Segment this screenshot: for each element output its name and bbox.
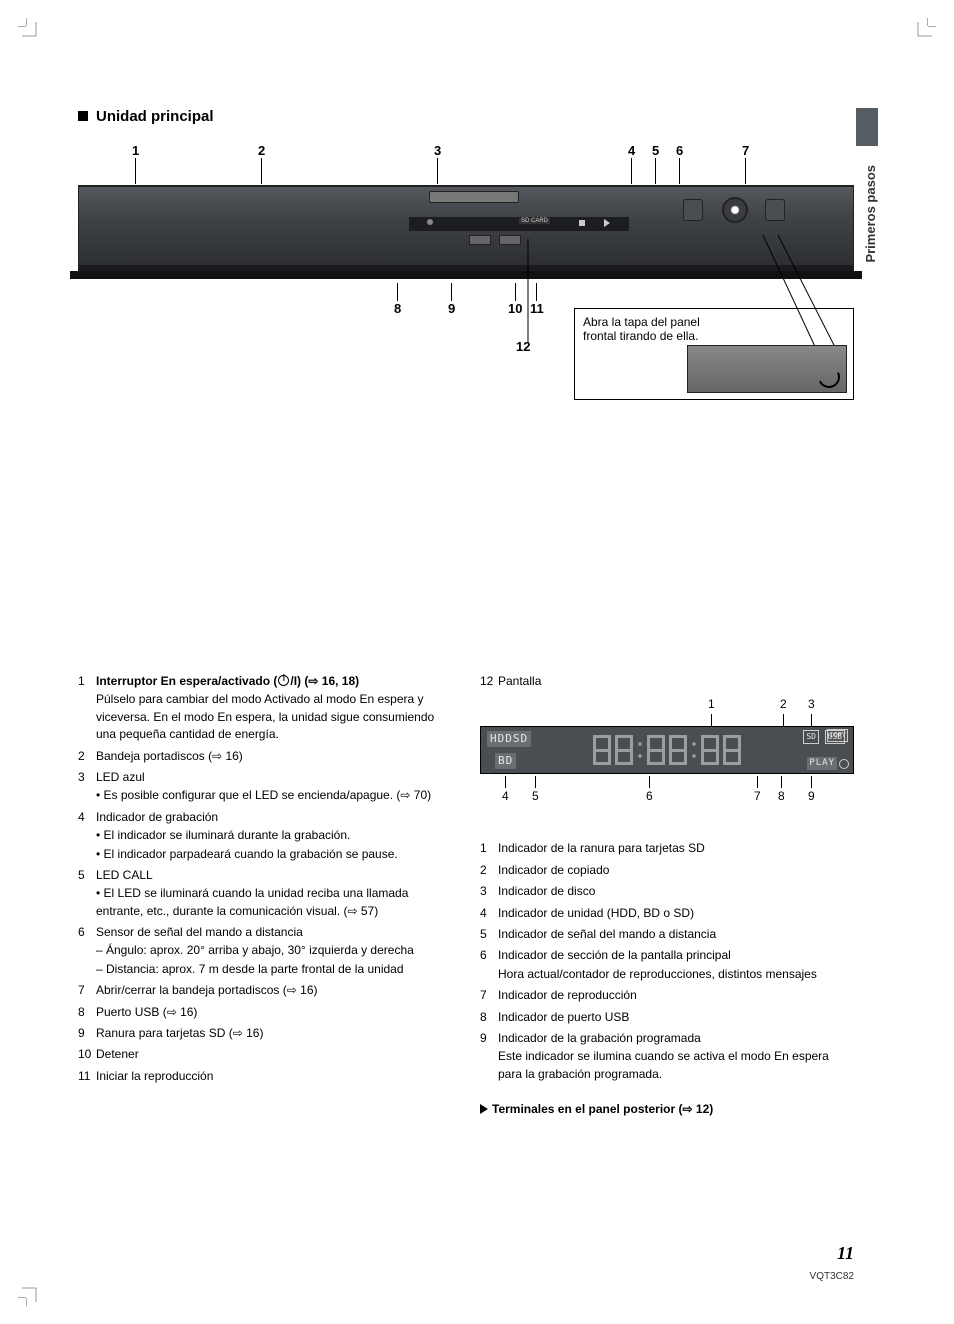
display-callout-top: 1 xyxy=(708,696,715,729)
unit-list-item: 5LED CALL• El LED se iluminará cuando la… xyxy=(78,867,452,920)
unit-list-item: 8Puerto USB (⇨ 16) xyxy=(78,1004,452,1021)
display-callout-bottom: 5 xyxy=(532,776,539,805)
display-heading: 12Pantalla xyxy=(480,673,854,690)
unit-list-item: 9Ranura para tarjetas SD (⇨ 16) xyxy=(78,1025,452,1042)
usb-indicator: USB xyxy=(825,730,845,744)
unit-list-item: 6Sensor de señal del mando a distancia– … xyxy=(78,924,452,978)
display-list-item: 3Indicador de disco xyxy=(480,883,854,900)
display-callout-bottom: 6 xyxy=(646,776,653,805)
unit-callout-bottom: 8 xyxy=(394,283,401,316)
timer-indicator-icon xyxy=(839,759,849,769)
display-callout-top: 2 xyxy=(780,696,787,729)
unit-list-sub: – Ángulo: aprox. 20° arriba y abajo, 30°… xyxy=(96,942,452,959)
unit-list-item: 1Interruptor En espera/activado (/I) (⇨ … xyxy=(78,673,452,744)
display-list-item: 7Indicador de reproducción xyxy=(480,987,854,1004)
seven-segment xyxy=(551,733,783,767)
unit-list-sub: • El indicador parpadeará cuando la grab… xyxy=(96,846,452,863)
unit-base xyxy=(70,271,862,279)
unit-list-sub: – Distancia: aprox. 7 m desde la parte f… xyxy=(96,961,452,978)
unit-callout-top: 1 xyxy=(132,143,139,184)
unit-callout-bottom: 10 xyxy=(508,283,522,316)
bd-indicator: BD xyxy=(495,753,516,769)
display-callout-top: 3 xyxy=(808,696,815,729)
unit-list-item: 3LED azul• Es posible configurar que el … xyxy=(78,769,452,805)
section-title: Unidad principal xyxy=(78,108,854,125)
display-list-item: 2Indicador de copiado xyxy=(480,862,854,879)
section-title-text: Unidad principal xyxy=(96,108,214,125)
unit-list-sub: Púlselo para cambiar del modo Activado a… xyxy=(96,691,452,743)
section-marker xyxy=(856,108,878,146)
play-indicator: PLAY xyxy=(807,757,837,770)
disc-tray-icon xyxy=(429,191,519,203)
unit-callout-top: 6 xyxy=(676,143,683,184)
unit-list-sub: • Es posible configurar que el LED se en… xyxy=(96,787,452,804)
slot-row xyxy=(469,235,609,247)
unit-callout-bottom: 11 xyxy=(530,283,544,316)
page-number: 11 xyxy=(837,1243,854,1264)
display-callout-bottom: 7 xyxy=(754,776,761,805)
unit-callout-bottom: 9 xyxy=(448,283,455,316)
display-list-item: 6Indicador de sección de la pantalla pri… xyxy=(480,947,854,983)
unit-callout-top: 4 xyxy=(628,143,635,184)
unit-list-item: 7Abrir/cerrar la bandeja portadiscos (⇨ … xyxy=(78,982,452,999)
unit-callout-top: 7 xyxy=(742,143,749,184)
sd-indicator: SD xyxy=(803,730,819,744)
unit-callout-top: 2 xyxy=(258,143,265,184)
panel-info-box: Abra la tapa del panel frontal tirando d… xyxy=(574,308,854,400)
terminals-link: Terminales en el panel posterior (⇨ 12) xyxy=(480,1101,854,1118)
display-callout-bottom: 4 xyxy=(502,776,509,805)
front-button-left xyxy=(683,199,703,221)
triangle-icon xyxy=(480,1104,488,1114)
unit-body: SD CARD xyxy=(78,185,854,271)
display-diagram: 1 23 HDDSD BD COPY SD USB PLAY 45 6 789 xyxy=(480,696,854,826)
remote-sensor-icon xyxy=(722,197,748,223)
display-callout-bottom: 8 xyxy=(778,776,785,805)
display-list-item: 4Indicador de unidad (HDD, BD o SD) xyxy=(480,905,854,922)
callout-12: 12 xyxy=(516,339,530,354)
unit-callout-top: 3 xyxy=(434,143,441,184)
control-bar: SD CARD xyxy=(409,217,629,231)
unit-list-item: 4Indicador de grabación• El indicador se… xyxy=(78,809,452,863)
left-column: 1Interruptor En espera/activado (/I) (⇨ … xyxy=(78,673,452,1118)
unit-list-sub: • El LED se iluminará cuando la unidad r… xyxy=(96,885,452,920)
unit-list-item: 10Detener xyxy=(78,1046,452,1063)
right-column: 12Pantalla 1 23 HDDSD BD COPY SD USB PLAY xyxy=(480,673,854,1118)
unit-callout-top: 5 xyxy=(652,143,659,184)
unit-list-item: 2Bandeja portadiscos (⇨ 16) xyxy=(78,748,452,765)
front-button-right xyxy=(765,199,785,221)
panel-text-2: frontal tirando de ella. xyxy=(583,329,845,343)
display-list-item: 8Indicador de puerto USB xyxy=(480,1009,854,1026)
unit-list-item: 11Iniciar la reproducción xyxy=(78,1068,452,1085)
display-list-item: 1Indicador de la ranura para tarjetas SD xyxy=(480,840,854,857)
unit-list-sub: • El indicador se iluminará durante la g… xyxy=(96,827,452,844)
doc-code: VQT3C82 xyxy=(810,1271,854,1282)
side-tab: Primeros pasos xyxy=(863,165,878,263)
display-list-item: 9Indicador de la grabación programadaEst… xyxy=(480,1030,854,1083)
display-list-sub: Este indicador se ilumina cuando se acti… xyxy=(498,1048,854,1083)
square-bullet-icon xyxy=(78,111,88,121)
display-body: HDDSD BD COPY SD USB PLAY xyxy=(480,726,854,774)
display-callout-bottom: 9 xyxy=(808,776,815,805)
display-list-sub: Hora actual/contador de reproducciones, … xyxy=(498,966,854,983)
hdd-sd-indicator: HDDSD xyxy=(487,731,531,747)
panel-text-1: Abra la tapa del panel xyxy=(583,315,845,329)
panel-illustration xyxy=(687,345,847,393)
display-list-item: 5Indicador de señal del mando a distanci… xyxy=(480,926,854,943)
power-icon xyxy=(278,675,289,686)
